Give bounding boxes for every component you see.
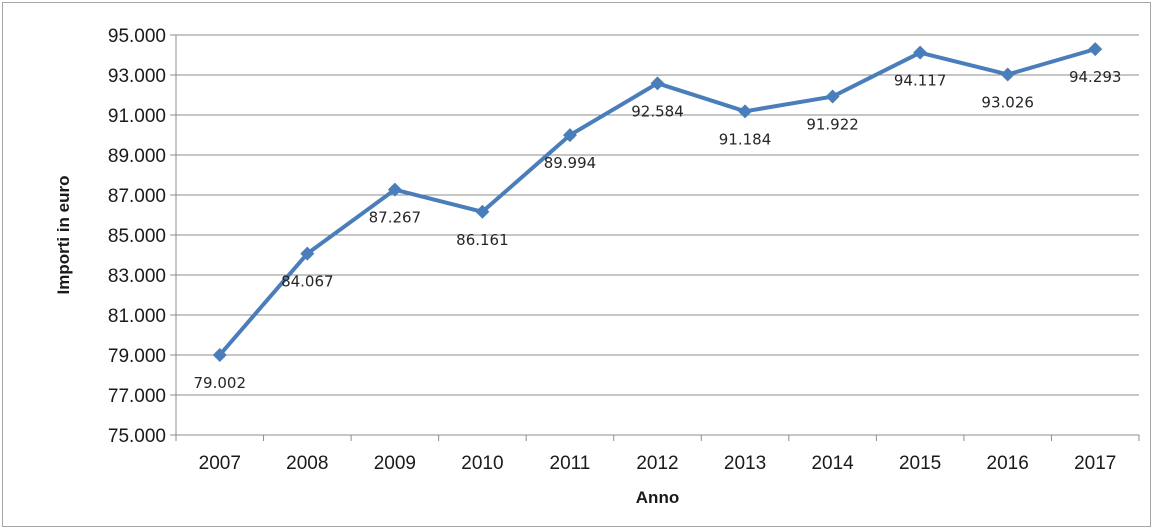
x-tick-label: 2010	[461, 453, 503, 474]
x-tick-label: 2015	[899, 453, 941, 474]
data-label: 89.994	[544, 154, 597, 172]
data-point-marker	[1088, 42, 1103, 57]
y-tick-label: 91.000	[108, 106, 166, 127]
x-tick-label: 2011	[550, 453, 591, 474]
data-label: 91.922	[806, 116, 859, 134]
y-tick-labels: 75.000 77.000 79.000 81.000 83.000 85.000 87.0…	[108, 26, 166, 447]
y-axis-title: Importi in euro	[54, 176, 73, 295]
data-label: 84.067	[281, 273, 334, 291]
x-tick-labels: 2007 2008 2009 2010 2011 2012 2013 2014 2015 2016…	[199, 453, 1117, 474]
y-tick-label: 83.000	[108, 266, 166, 287]
data-point-marker	[1000, 67, 1015, 82]
gridlines	[176, 34, 1139, 396]
data-label: 92.584	[631, 102, 684, 120]
data-point-marker	[475, 204, 490, 219]
data-label: 94.293	[1069, 68, 1122, 86]
x-tick-label: 2013	[724, 453, 766, 474]
x-tick-label: 2014	[811, 453, 854, 474]
data-point-marker	[300, 246, 315, 261]
line-chart: 75.000 77.000 79.000 81.000 83.000 85.000 87.0…	[54, 26, 1140, 507]
y-tick-label: 79.000	[108, 346, 166, 367]
x-axis-title: Anno	[636, 488, 679, 507]
y-tick-label: 89.000	[108, 146, 166, 167]
x-tick-label: 2009	[374, 453, 416, 474]
data-label: 91.184	[719, 130, 772, 148]
axes	[170, 34, 1140, 441]
data-markers	[212, 42, 1103, 362]
series-polyline	[218, 47, 1096, 357]
data-labels: 79.002 84.067 87.267 86.161 89.994 92.584 91.1…	[194, 68, 1122, 392]
y-tick-label: 85.000	[108, 226, 166, 247]
data-label: 86.161	[456, 231, 509, 249]
y-tick-label: 93.000	[108, 66, 166, 87]
data-label: 79.002	[194, 374, 247, 392]
y-tick-label: 75.000	[108, 426, 166, 447]
data-label: 94.117	[894, 72, 947, 90]
y-tick-label: 77.000	[108, 386, 166, 407]
data-label: 87.267	[369, 209, 422, 227]
data-point-marker	[738, 104, 753, 119]
x-tick-label: 2008	[286, 453, 328, 474]
data-point-marker	[387, 182, 402, 197]
data-label: 93.026	[981, 93, 1034, 111]
data-point-marker	[825, 89, 840, 104]
x-tick-label: 2012	[636, 453, 678, 474]
data-point-marker	[562, 128, 577, 143]
x-tick-label: 2007	[199, 453, 241, 474]
series-line	[218, 47, 1096, 357]
data-point-marker	[212, 347, 227, 362]
data-point-marker	[913, 45, 928, 60]
y-tick-label: 81.000	[108, 306, 166, 327]
x-tick-label: 2017	[1074, 453, 1116, 474]
data-point-marker	[650, 76, 665, 91]
y-tick-label: 87.000	[108, 186, 166, 207]
y-tick-label: 95.000	[108, 26, 166, 47]
x-tick-label: 2016	[987, 453, 1029, 474]
